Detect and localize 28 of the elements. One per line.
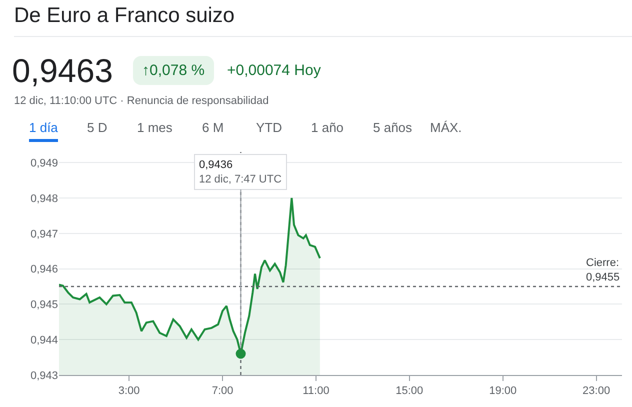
text: 5 D bbox=[87, 120, 108, 135]
x-tick-label: 15:00 bbox=[396, 385, 424, 398]
chart-title: De Euro a Franco suizo bbox=[14, 4, 235, 28]
y-tick-label: 0,944 bbox=[30, 334, 58, 346]
y-tick-label: 0,945 bbox=[30, 299, 58, 312]
y-tick-label: 0,948 bbox=[30, 192, 58, 205]
y-tick-label: 0,947 bbox=[30, 228, 58, 240]
text: ↑0,078 % bbox=[133, 56, 214, 85]
y-tick-label: 0,943 bbox=[30, 370, 58, 382]
y-tick-label: 0,946 bbox=[30, 264, 58, 276]
ref-line-label: Cierre: 0,9455 bbox=[586, 257, 620, 284]
text: 6 M bbox=[202, 120, 224, 135]
x-tick-label: 23:00 bbox=[582, 385, 610, 398]
text: 12 dic, 11:10:00 UTC · Renuncia de responsabilidad bbox=[14, 95, 269, 107]
text: 1 mes bbox=[137, 120, 172, 135]
text: 5 años bbox=[373, 120, 412, 135]
chart-subtitle: 0,9463 bbox=[12, 52, 113, 90]
y-tick-label: 0,949 bbox=[30, 157, 58, 170]
x-tick-label: 3:00 bbox=[118, 385, 140, 398]
text: YTD bbox=[256, 120, 282, 135]
text: +0,00074 Hoy bbox=[227, 62, 321, 79]
annotation: 0,9436 12 dic, 7:47 UTC bbox=[199, 159, 282, 186]
x-tick-label: 11:00 bbox=[302, 385, 330, 398]
x-tick-label: 19:00 bbox=[489, 385, 517, 398]
text: 1 año bbox=[311, 120, 344, 135]
text: MÁX. bbox=[430, 120, 462, 135]
x-tick-label: 7:00 bbox=[212, 385, 234, 398]
text: 1 día bbox=[29, 120, 58, 142]
